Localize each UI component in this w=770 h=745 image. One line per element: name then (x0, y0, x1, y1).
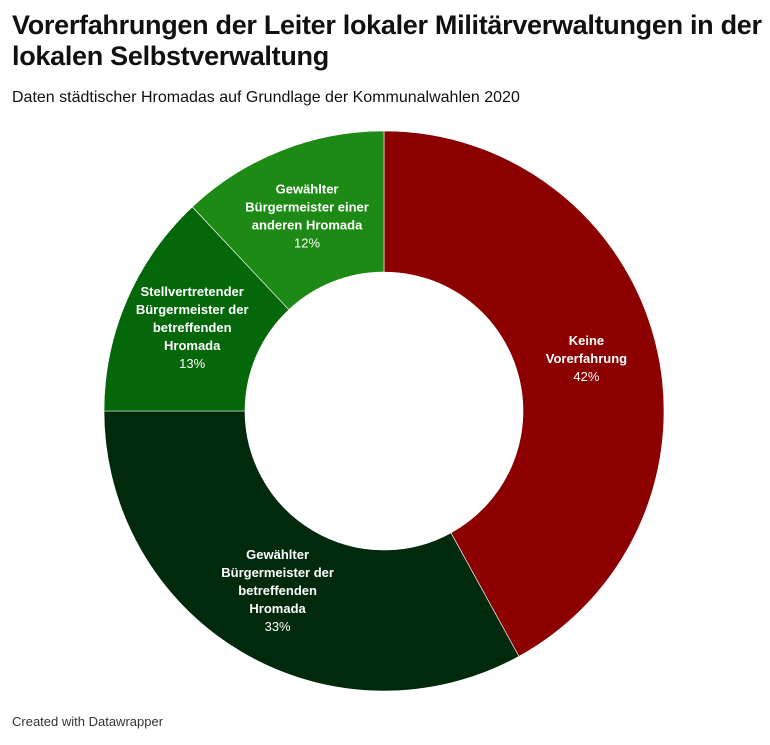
slice-name-line: Hromada (249, 601, 306, 616)
footer-credit: Created with Datawrapper (12, 714, 164, 729)
slice-name-line: Keine (569, 333, 604, 348)
slice-value: 33% (265, 619, 291, 634)
slice-name-line: Gewählter (246, 547, 309, 562)
chart-subtitle: Daten städtischer Hromadas auf Grundlage… (12, 89, 520, 106)
slice-label: Stellvertretender Bürgermeister der betref… (136, 284, 249, 371)
donut-slice (103, 206, 290, 412)
donut-slice (383, 130, 665, 657)
chart-title: Vorerfahrungen der Leiter lokaler Militä… (12, 10, 762, 71)
slice-name-line: betreffenden (153, 320, 232, 335)
slice-label: Gewählter Bürgermeister der betreffenden Hr… (221, 547, 334, 634)
slice-name-line: Bürgermeister der (221, 565, 334, 580)
donut-slice (191, 130, 385, 311)
donut-slice (103, 410, 520, 692)
slice-value: 42% (573, 369, 599, 384)
slice-name-line: Stellvertretender (141, 284, 244, 299)
slice-name-line: Gewählter (276, 182, 339, 197)
slice-value: 13% (179, 356, 205, 371)
slice-name-line: betreffenden (238, 583, 317, 598)
slice-name-line: Bürgermeister einer (245, 200, 369, 215)
slice-value: 12% (294, 236, 320, 251)
slice-name-line: Vorerfahrung (546, 351, 627, 366)
slice-label: Keine Vorerfahrung 42% (546, 333, 627, 384)
slice-name-line: anderen Hromada (252, 218, 363, 233)
slice-name-line: Hromada (164, 338, 221, 353)
slice-label: Gewählter Bürgermeister einer anderen Hrom… (245, 182, 369, 251)
slice-name-line: Bürgermeister der (136, 302, 249, 317)
